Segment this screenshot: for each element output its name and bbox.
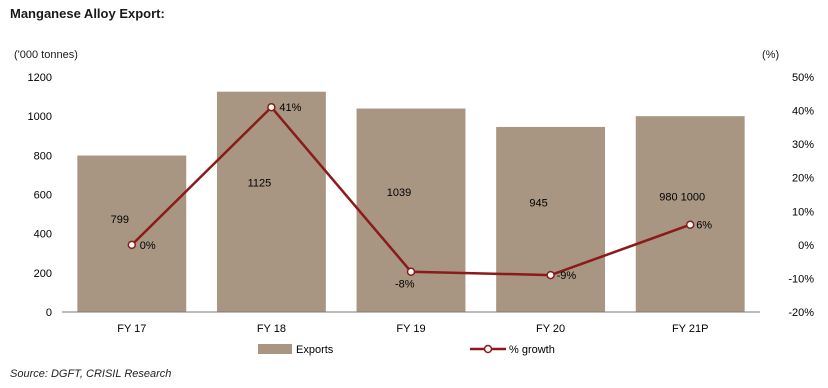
bar-exports [356, 108, 466, 312]
bar-data-label: 1125 [248, 177, 272, 189]
right-axis-ticks: -20% -10% 0% 10% 20% 30% 40% 50% [788, 72, 814, 319]
right-tick-label: 50% [792, 72, 814, 84]
left-tick-label: 1000 [28, 111, 52, 123]
bar-exports [496, 126, 606, 312]
legend-swatch-exports [258, 344, 292, 354]
left-tick-label: 400 [34, 229, 52, 241]
right-axis-label: (%) [762, 49, 779, 61]
bar-data-label: 980 1000 [659, 191, 705, 203]
bars-group [77, 91, 745, 313]
bar-data-label: 1039 [387, 187, 411, 199]
chart-title: Manganese Alloy Export: [10, 6, 165, 21]
left-tick-label: 1200 [28, 72, 52, 84]
right-tick-label: -20% [788, 307, 814, 319]
x-tick-label: FY 21P [672, 323, 709, 335]
right-tick-label: 20% [792, 173, 814, 185]
left-axis-ticks: 0 200 400 600 800 1000 1200 [28, 72, 52, 319]
growth-point [546, 270, 555, 280]
growth-data-label: 6% [696, 220, 712, 232]
growth-point [127, 240, 137, 250]
x-tick-label: FY 20 [536, 323, 565, 335]
legend: Exports % growth [258, 344, 555, 356]
bar-exports [77, 155, 187, 312]
growth-point [267, 102, 276, 112]
right-tick-label: 10% [792, 206, 814, 218]
bar-exports [635, 116, 745, 313]
x-axis-ticks: FY 17 FY 18 FY 19 FY 20 FY 21P [117, 323, 708, 335]
growth-data-label: -9% [557, 270, 577, 282]
growth-line-group: 0% 41% -8% -9% 6% [127, 102, 712, 291]
bar-labels-group: 799 1125 1039 945 980 1000 [111, 177, 706, 225]
right-tick-label: 0% [798, 240, 814, 252]
right-tick-label: -10% [788, 273, 814, 285]
source-note: Source: DGFT, CRISIL Research [10, 368, 172, 380]
left-axis-label: ('000 tonnes) [14, 49, 78, 61]
bar-exports [216, 91, 326, 312]
bar-data-label: 799 [111, 214, 129, 226]
growth-data-label: -8% [395, 279, 415, 291]
x-tick-label: FY 19 [396, 323, 425, 335]
left-tick-label: 800 [34, 150, 52, 162]
right-tick-label: 30% [792, 139, 814, 151]
growth-point [406, 267, 416, 276]
left-tick-label: 600 [34, 190, 52, 202]
left-tick-label: 200 [34, 268, 52, 280]
growth-data-label: 0% [140, 240, 156, 252]
growth-data-label: 41% [279, 102, 301, 114]
bar-data-label: 945 [529, 198, 547, 210]
growth-point [685, 220, 695, 229]
x-tick-label: FY 17 [117, 323, 146, 335]
legend-label-exports: Exports [296, 344, 334, 356]
right-tick-label: 40% [792, 106, 814, 118]
legend-label-growth: % growth [509, 344, 555, 356]
x-tick-label: FY 18 [257, 323, 286, 335]
left-tick-label: 0 [46, 307, 52, 319]
legend-swatch-growth-marker [483, 344, 493, 354]
